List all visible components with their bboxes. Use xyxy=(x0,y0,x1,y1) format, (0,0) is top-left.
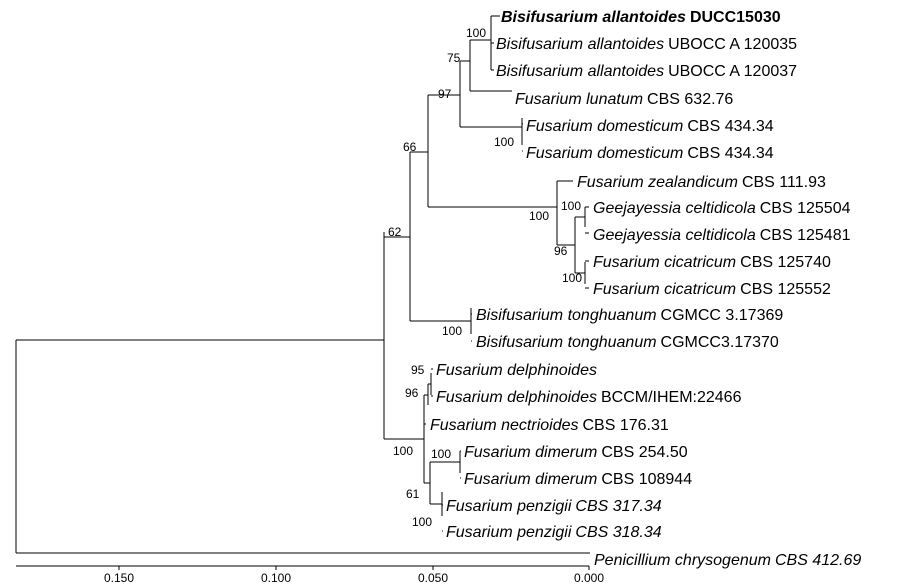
taxon-label: Fusarium cicatricum CBS 125740 xyxy=(593,254,831,271)
bootstrap-value: 61 xyxy=(406,487,420,501)
taxon-label: Bisifusarium allantoides DUCC15030 xyxy=(501,9,781,26)
taxon-label: Bisifusarium allantoides UBOCC A 120037 xyxy=(496,63,797,80)
bootstrap-value: 75 xyxy=(447,51,461,65)
taxon-label: Fusarium domesticum CBS 434.34 xyxy=(526,118,774,135)
taxon-label: Fusarium lunatum CBS 632.76 xyxy=(515,91,733,108)
taxon-label: Fusarium dimerum CBS 254.50 xyxy=(464,444,688,461)
taxon-label: Geejayessia celtidicola CBS 125481 xyxy=(593,227,851,244)
axis-tick-label: 0.150 xyxy=(104,571,134,585)
bootstrap-value: 96 xyxy=(405,386,419,400)
taxon-label: Bisifusarium tonghuanum CGMCC 3.17369 xyxy=(476,307,783,324)
tree-branches xyxy=(15,15,590,554)
taxon-label: Fusarium dimerum CBS 108944 xyxy=(464,471,692,488)
scale-axis: 0.150 0.100 0.050 0.000 xyxy=(16,565,604,585)
bootstrap-value: 95 xyxy=(411,363,425,377)
axis-tick-label: 0.000 xyxy=(574,571,604,585)
taxon-label: Fusarium penzigii CBS 318.34 xyxy=(446,524,662,541)
taxon-label: Fusarium penzigii CBS 317.34 xyxy=(446,498,662,515)
bootstrap-value: 96 xyxy=(554,244,568,258)
taxon-labels: Bisifusarium allantoides DUCC15030 Bisifu… xyxy=(430,9,861,569)
bootstrap-value: 62 xyxy=(388,225,402,239)
bootstrap-value: 100 xyxy=(412,515,432,529)
bootstrap-value: 100 xyxy=(466,26,486,40)
taxon-label: Bisifusarium tonghuanum CGMCC3.17370 xyxy=(476,334,779,351)
bootstrap-value: 100 xyxy=(562,271,582,285)
bootstrap-value: 100 xyxy=(393,444,413,458)
bootstrap-value: 66 xyxy=(403,140,417,154)
bootstrap-value: 100 xyxy=(561,199,581,213)
taxon-label: Geejayessia celtidicola CBS 125504 xyxy=(593,200,851,217)
taxon-label: Penicillium chrysogenum CBS 412.69 xyxy=(594,552,861,569)
bootstrap-value: 100 xyxy=(529,209,549,223)
bootstrap-values: 100 75 97 100 66 100 100 96 100 62 100 9… xyxy=(388,26,582,529)
bootstrap-value: 100 xyxy=(442,324,462,338)
bootstrap-value: 100 xyxy=(494,135,514,149)
taxon-label: Fusarium zealandicum CBS 111.93 xyxy=(577,174,826,191)
taxon-label: Fusarium delphinoides xyxy=(436,362,597,379)
bootstrap-value: 100 xyxy=(431,447,451,461)
taxon-label: Fusarium nectrioides CBS 176.31 xyxy=(430,417,669,434)
taxon-label: Fusarium domesticum CBS 434.34 xyxy=(526,145,774,162)
axis-tick-label: 0.050 xyxy=(418,571,448,585)
taxon-label: Bisifusarium allantoides UBOCC A 120035 xyxy=(496,36,797,53)
taxon-label: Fusarium cicatricum CBS 125552 xyxy=(593,281,831,298)
taxon-label: Fusarium delphinoides BCCM/IHEM:22466 xyxy=(436,389,742,406)
axis-tick-label: 0.100 xyxy=(261,571,291,585)
bootstrap-value: 97 xyxy=(438,87,452,101)
